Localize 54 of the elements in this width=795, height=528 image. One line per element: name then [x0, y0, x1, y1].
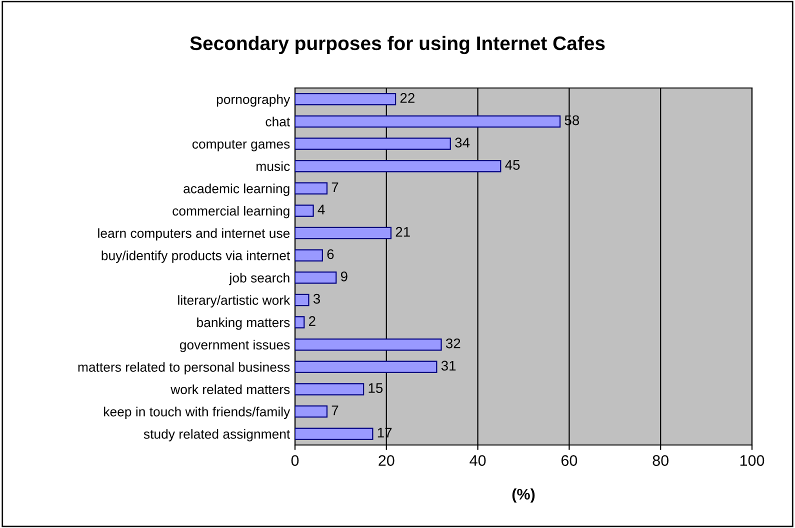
- y-tick-label: learn computers and internet use: [98, 228, 290, 241]
- data-label: 7: [332, 182, 338, 192]
- data-label: 7: [332, 406, 338, 416]
- x-tick-label: 100: [740, 455, 764, 466]
- x-axis-title: (%): [512, 488, 535, 503]
- y-tick-label: job search: [228, 272, 290, 286]
- bar: [295, 93, 396, 106]
- y-tick-label: buy/identify products via internet: [102, 250, 290, 263]
- bar: [295, 360, 438, 374]
- bar: [295, 383, 364, 396]
- data-label: 15: [368, 383, 383, 393]
- y-tick-label: banking matters: [197, 318, 290, 330]
- bar: [295, 338, 442, 351]
- bar: [295, 204, 314, 217]
- bar: [295, 405, 328, 418]
- y-tick-label: literary/artistic work: [178, 295, 290, 308]
- y-tick-label: pornography: [216, 94, 290, 107]
- data-label: 4: [318, 204, 325, 214]
- data-label: 21: [396, 226, 410, 237]
- bar: [295, 138, 451, 150]
- y-tick-label: government issues: [180, 340, 290, 352]
- bar: [295, 160, 502, 172]
- bar: [295, 316, 305, 328]
- data-label: 2: [309, 316, 316, 326]
- bar: [295, 115, 561, 128]
- data-label: 22: [400, 93, 414, 103]
- y-tick-label: computer games: [192, 140, 290, 152]
- y-tick-label: music: [256, 161, 290, 172]
- y-tick-label: keep in touch with friends/family: [104, 406, 290, 420]
- bar: [295, 272, 337, 284]
- bar: [295, 226, 392, 240]
- chart-title: Secondary purposes for using Internet Cafes: [190, 36, 605, 54]
- bar: [295, 294, 310, 306]
- x-tick-label: 80: [652, 455, 668, 466]
- y-tick-label: matters related to personal business: [78, 362, 290, 374]
- data-label: 45: [505, 160, 520, 170]
- y-tick-label: academic learning: [184, 184, 290, 196]
- data-label: 34: [455, 138, 470, 148]
- data-label: 32: [446, 338, 460, 348]
- y-tick-label: chat: [266, 116, 290, 126]
- x-tick-label: 40: [470, 455, 486, 466]
- y-tick-label: study related assignment: [144, 429, 290, 442]
- bar: [295, 428, 374, 440]
- bar: [295, 182, 328, 195]
- data-label: 9: [340, 272, 348, 282]
- bar: [295, 249, 323, 262]
- y-tick-label: work related matters: [170, 384, 290, 394]
- data-label: 31: [441, 360, 456, 371]
- x-tick-label: 0: [291, 455, 299, 466]
- x-tick-label: 60: [561, 455, 578, 466]
- data-label: 6: [327, 249, 334, 260]
- y-tick-label: commercial learning: [172, 206, 290, 218]
- data-label: 3: [313, 294, 320, 304]
- x-tick-label: 20: [378, 455, 394, 466]
